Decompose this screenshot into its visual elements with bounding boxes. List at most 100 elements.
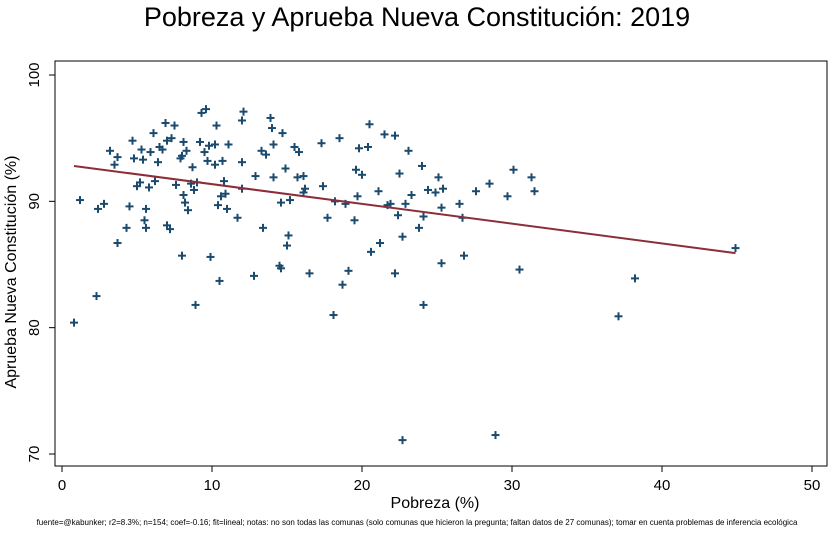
- data-point: [283, 241, 291, 250]
- data-point: [205, 141, 213, 150]
- data-point: [277, 198, 285, 207]
- data-point: [269, 140, 278, 149]
- y-axis-label: Aprueba Nueva Constitución (%): [3, 155, 20, 389]
- data-point: [301, 184, 309, 193]
- data-point: [527, 173, 536, 182]
- x-axis-label: Pobreza (%): [390, 495, 480, 512]
- data-point: [515, 265, 524, 274]
- data-point: [233, 213, 242, 222]
- plot-frame: [54, 60, 828, 467]
- x-tick-label: 40: [654, 477, 671, 494]
- x-tick-label: 50: [804, 477, 821, 494]
- data-point: [158, 145, 167, 154]
- data-point: [317, 139, 326, 148]
- data-point: [419, 212, 428, 221]
- data-point: [113, 239, 122, 248]
- data-point: [128, 136, 137, 145]
- data-point: [136, 178, 144, 187]
- chart-footnote: fuente=@kabunker; r2=8.3%; n=154; coef=-…: [36, 518, 798, 527]
- data-point: [394, 211, 402, 220]
- data-point: [167, 134, 176, 143]
- data-point: [355, 144, 363, 153]
- data-point: [380, 130, 389, 139]
- data-point: [278, 129, 287, 138]
- data-point: [353, 192, 362, 201]
- data-point: [130, 154, 138, 163]
- data-point: [335, 134, 344, 143]
- data-point: [614, 312, 623, 321]
- axes: 0 10 20 30 40 50 70 80 90 100: [26, 62, 820, 494]
- data-point: [170, 121, 179, 130]
- data-point: [323, 213, 332, 222]
- data-point: [218, 156, 227, 165]
- data-point: [344, 266, 353, 275]
- data-point: [163, 136, 171, 145]
- data-point: [374, 187, 383, 196]
- data-point: [182, 146, 191, 155]
- data-point: [142, 223, 150, 232]
- data-point: [172, 180, 180, 189]
- data-point: [398, 436, 407, 445]
- x-tick-label: 0: [58, 477, 66, 494]
- data-point: [221, 189, 230, 198]
- data-point: [268, 124, 276, 133]
- data-point: [350, 216, 359, 225]
- data-point: [113, 153, 122, 162]
- data-point: [299, 188, 308, 197]
- data-point: [401, 199, 410, 208]
- data-point: [211, 160, 219, 169]
- data-point: [358, 170, 366, 179]
- data-point: [220, 177, 228, 186]
- data-point: [94, 204, 102, 213]
- data-point: [110, 160, 119, 169]
- fit-line: [73, 164, 736, 255]
- data-point: [142, 204, 150, 213]
- data-point: [224, 140, 233, 149]
- data-point: [239, 107, 248, 116]
- data-point: [386, 199, 395, 208]
- data-point: [395, 169, 404, 178]
- data-points: [70, 105, 740, 445]
- data-point: [437, 203, 446, 212]
- data-point: [203, 156, 212, 165]
- data-point: [277, 264, 285, 273]
- data-point: [338, 280, 347, 289]
- data-point: [266, 113, 275, 122]
- data-point: [145, 183, 153, 192]
- data-point: [391, 131, 399, 140]
- y-tick-label: 100: [26, 62, 43, 87]
- data-point: [223, 204, 231, 213]
- data-point: [284, 231, 293, 240]
- chart-title: Pobreza y Aprueba Nueva Constitución: 20…: [143, 2, 691, 32]
- data-point: [139, 155, 147, 164]
- data-point: [188, 163, 197, 172]
- data-point: [76, 196, 84, 205]
- data-point: [418, 161, 426, 170]
- data-point: [196, 137, 204, 146]
- data-point: [179, 137, 188, 146]
- data-point: [149, 129, 158, 138]
- data-point: [530, 187, 539, 196]
- data-point: [391, 269, 399, 278]
- data-point: [485, 179, 494, 188]
- data-point: [269, 173, 278, 182]
- data-point: [214, 201, 222, 210]
- data-point: [215, 276, 224, 285]
- data-point: [509, 165, 518, 174]
- x-tick-label: 20: [354, 477, 371, 494]
- y-tick-label: 90: [26, 193, 43, 210]
- data-point: [211, 140, 219, 149]
- data-point: [434, 173, 443, 182]
- data-point: [217, 192, 225, 201]
- data-point: [503, 192, 512, 201]
- data-point: [293, 173, 302, 182]
- data-point: [250, 271, 258, 280]
- data-point: [455, 199, 464, 208]
- data-point: [364, 143, 372, 152]
- data-point: [398, 232, 407, 241]
- data-point: [290, 143, 299, 152]
- data-point: [161, 119, 170, 128]
- data-point: [137, 145, 146, 154]
- data-point: [100, 199, 108, 208]
